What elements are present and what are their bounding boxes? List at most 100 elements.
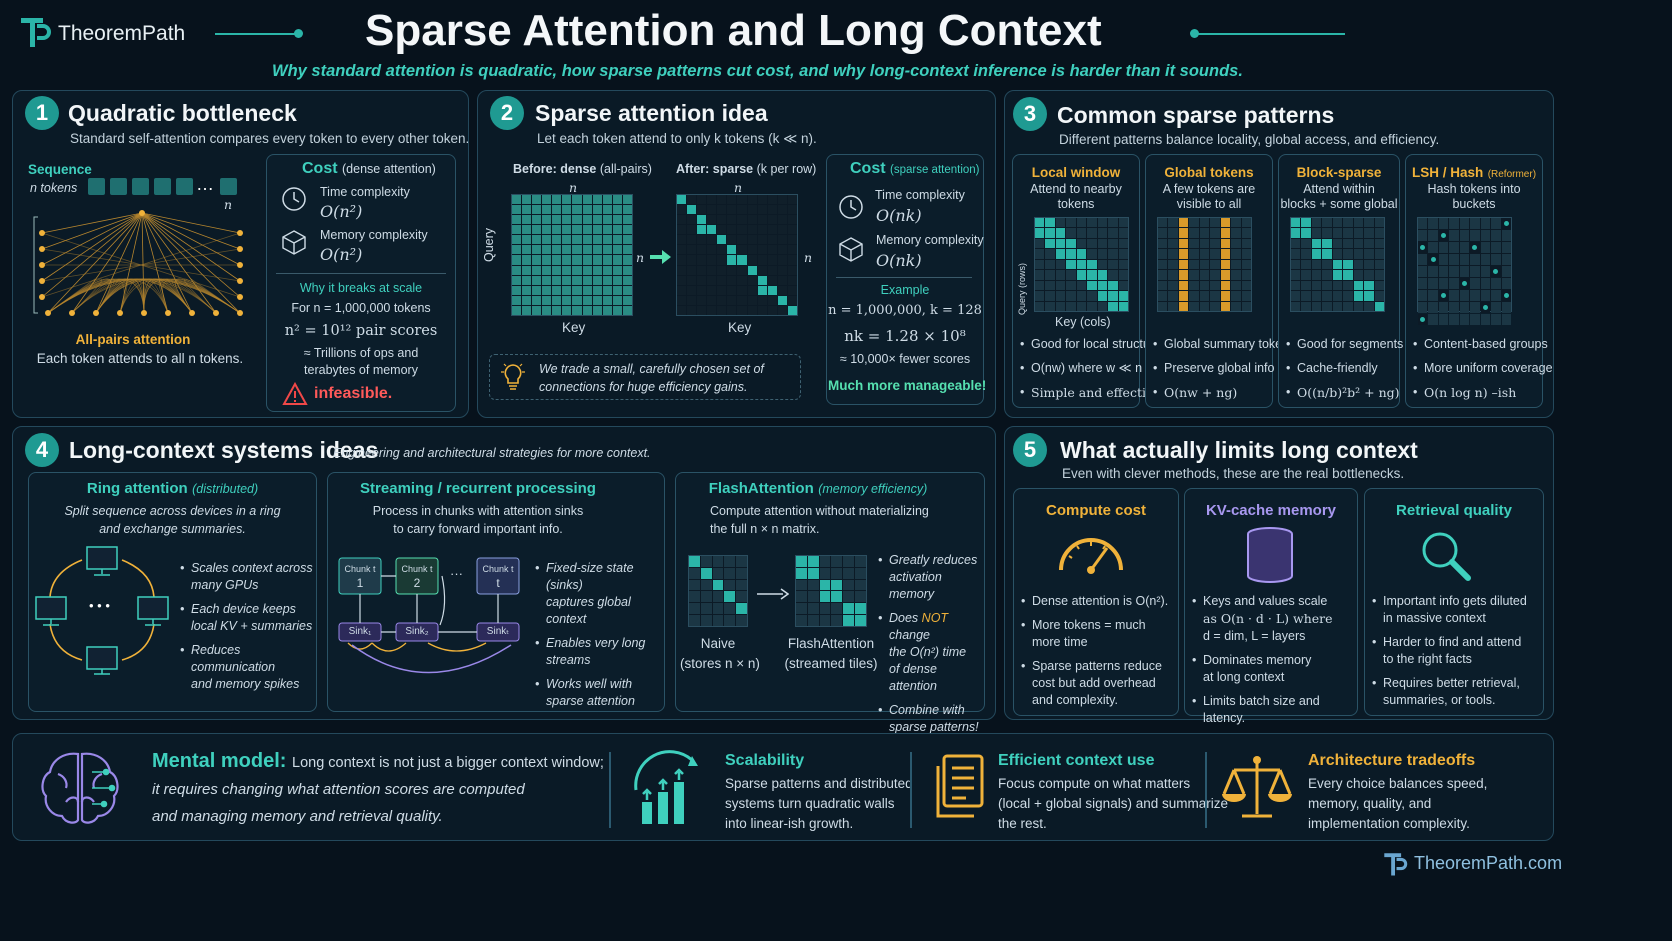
pattern-title: Global tokens [1164, 165, 1254, 180]
dense-attention-grid [511, 194, 633, 316]
section-title: Common sparse patterns [1057, 102, 1335, 128]
fa-sub: (streamed tiles) [784, 656, 878, 671]
infeasible-text: infeasible. [314, 385, 393, 402]
arrow-right-icon [757, 588, 789, 600]
naive-label: Naive [700, 636, 736, 651]
n-label: n [569, 180, 578, 195]
divider [836, 277, 972, 278]
pattern-desc: Attend within [1303, 182, 1375, 196]
key-axis-label: Key [562, 320, 586, 335]
header-dot-left [294, 29, 303, 38]
arch-title: Architecture tradeoffs [1308, 752, 1476, 769]
list-item: Dense attention is O(n²). [1021, 593, 1176, 610]
section-desc: Engineering and architectural strategies… [333, 446, 651, 460]
footer-url[interactable]: TheoremPath.com [1414, 853, 1563, 873]
ring-desc2: and exchange summaries. [99, 522, 246, 536]
lightbulb-icon [501, 363, 525, 390]
list-item: Cache-friendly [1286, 360, 1400, 377]
streaming-desc2: to carry forward important info. [393, 522, 563, 536]
before-label: Before: dense (all-pairs) [513, 162, 652, 176]
arrow-right-icon [650, 250, 671, 264]
n-label: n [636, 250, 645, 265]
tokens-label: n tokens [30, 181, 78, 195]
dense-cost-title: Cost (dense attention) [302, 160, 436, 177]
pattern-desc: buckets [1452, 197, 1496, 211]
pattern-title: Local window [1031, 165, 1121, 180]
sink-label: Sinkₜ [486, 626, 510, 637]
pattern-desc: A few tokens are [1162, 182, 1256, 196]
pattern-bullets: Content-based groups More uniform covera… [1413, 336, 1553, 409]
sparse-cost-title: Cost (sparse attention) [850, 160, 980, 177]
sparse-mem-value: O(nk) [876, 251, 922, 270]
retrieval-title: Retrieval quality [1396, 502, 1512, 519]
clock-icon [282, 187, 306, 211]
scalability-line2: systems turn quadratic walls [725, 796, 895, 811]
section-desc: Let each token attend to only k tokens (… [537, 131, 817, 146]
arch-line2: memory, quality, and [1308, 796, 1432, 811]
fa-label: FlashAttention [787, 636, 875, 651]
query-axis-label: Query [482, 227, 496, 262]
dense-time-label: Time complexity [320, 185, 410, 199]
chunk-index: t [496, 576, 500, 590]
balance-scale-icon [1222, 756, 1292, 818]
efficient-line3: the rest. [998, 816, 1047, 831]
tip-box [489, 354, 801, 400]
arch-line1: Every choice balances speed, [1308, 776, 1488, 791]
compute-bullets: Dense attention is O(n²). More tokens = … [1021, 593, 1176, 716]
list-item: Preserve global info [1153, 360, 1274, 377]
section-title: Long-context systems ideas [69, 437, 379, 463]
pattern-desc: blocks + some global [1280, 197, 1398, 211]
naive-sub: (stores n × n) [680, 656, 760, 671]
section-title: What actually limits long context [1060, 437, 1418, 463]
list-item: O(nw + ng) [1153, 384, 1273, 402]
section-desc: Different patterns balance locality, glo… [1059, 132, 1440, 147]
why-breaks-title: Why it breaks at scale [299, 281, 423, 295]
token-row: … [88, 174, 240, 196]
cube-icon [282, 230, 306, 255]
pattern-grid [1290, 217, 1385, 312]
ring-desc1: Split sequence across devices in a ring [64, 504, 281, 518]
compute-title: Compute cost [1045, 502, 1146, 519]
list-item: Simple and effective [1020, 384, 1160, 402]
monitor-icon [35, 546, 169, 675]
mental-model-line3: and managing memory and retrieval qualit… [152, 808, 443, 825]
chunk-label: Chunk t [482, 564, 514, 574]
pattern-grid [1417, 217, 1512, 325]
sparse-time-label: Time complexity [875, 188, 965, 202]
sparse-attention-grid [676, 194, 798, 316]
section-number: 2 [490, 96, 524, 130]
header-line-right [1197, 33, 1345, 35]
theorempath-logo-icon [21, 18, 51, 47]
section-number: 4 [25, 433, 59, 467]
all-pairs-title: All-pairs attention [75, 332, 191, 347]
sparse-mem-label: Memory complexity [876, 233, 984, 247]
chunk-label: Chunk t [344, 564, 376, 574]
flash-title: FlashAttention (memory efficiency) [708, 480, 928, 497]
pattern-title: LSH / Hash (Reformer) [1411, 165, 1537, 180]
brand-name: TheoremPath [58, 22, 186, 45]
ring-of-gpus-diagram [35, 546, 169, 675]
sink-label: Sink₁ [348, 626, 372, 637]
list-item: Good for segments [1286, 336, 1403, 353]
pattern-desc: Attend to nearby [1030, 182, 1122, 196]
tip-line1: We trade a small, carefully chosen set o… [539, 362, 764, 376]
list-item: Global summary tokens [1153, 336, 1295, 353]
divider [910, 752, 912, 828]
flash-tile-grid [795, 555, 867, 627]
efficient-line1: Focus compute on what matters [998, 776, 1191, 791]
query-rows-label: Query (rows) [1017, 262, 1027, 315]
growth-chart-icon [634, 750, 698, 824]
example-title: Example [880, 283, 930, 297]
pattern-desc: visible to all [1176, 197, 1242, 211]
